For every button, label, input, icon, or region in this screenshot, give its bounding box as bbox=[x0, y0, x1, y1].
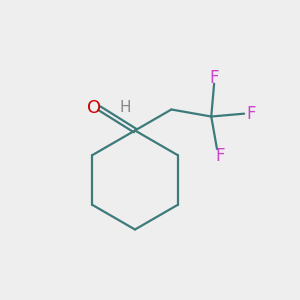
Text: F: F bbox=[246, 105, 256, 123]
Text: O: O bbox=[87, 99, 101, 117]
Text: F: F bbox=[215, 147, 225, 165]
Text: H: H bbox=[119, 100, 131, 115]
Text: F: F bbox=[209, 69, 219, 87]
